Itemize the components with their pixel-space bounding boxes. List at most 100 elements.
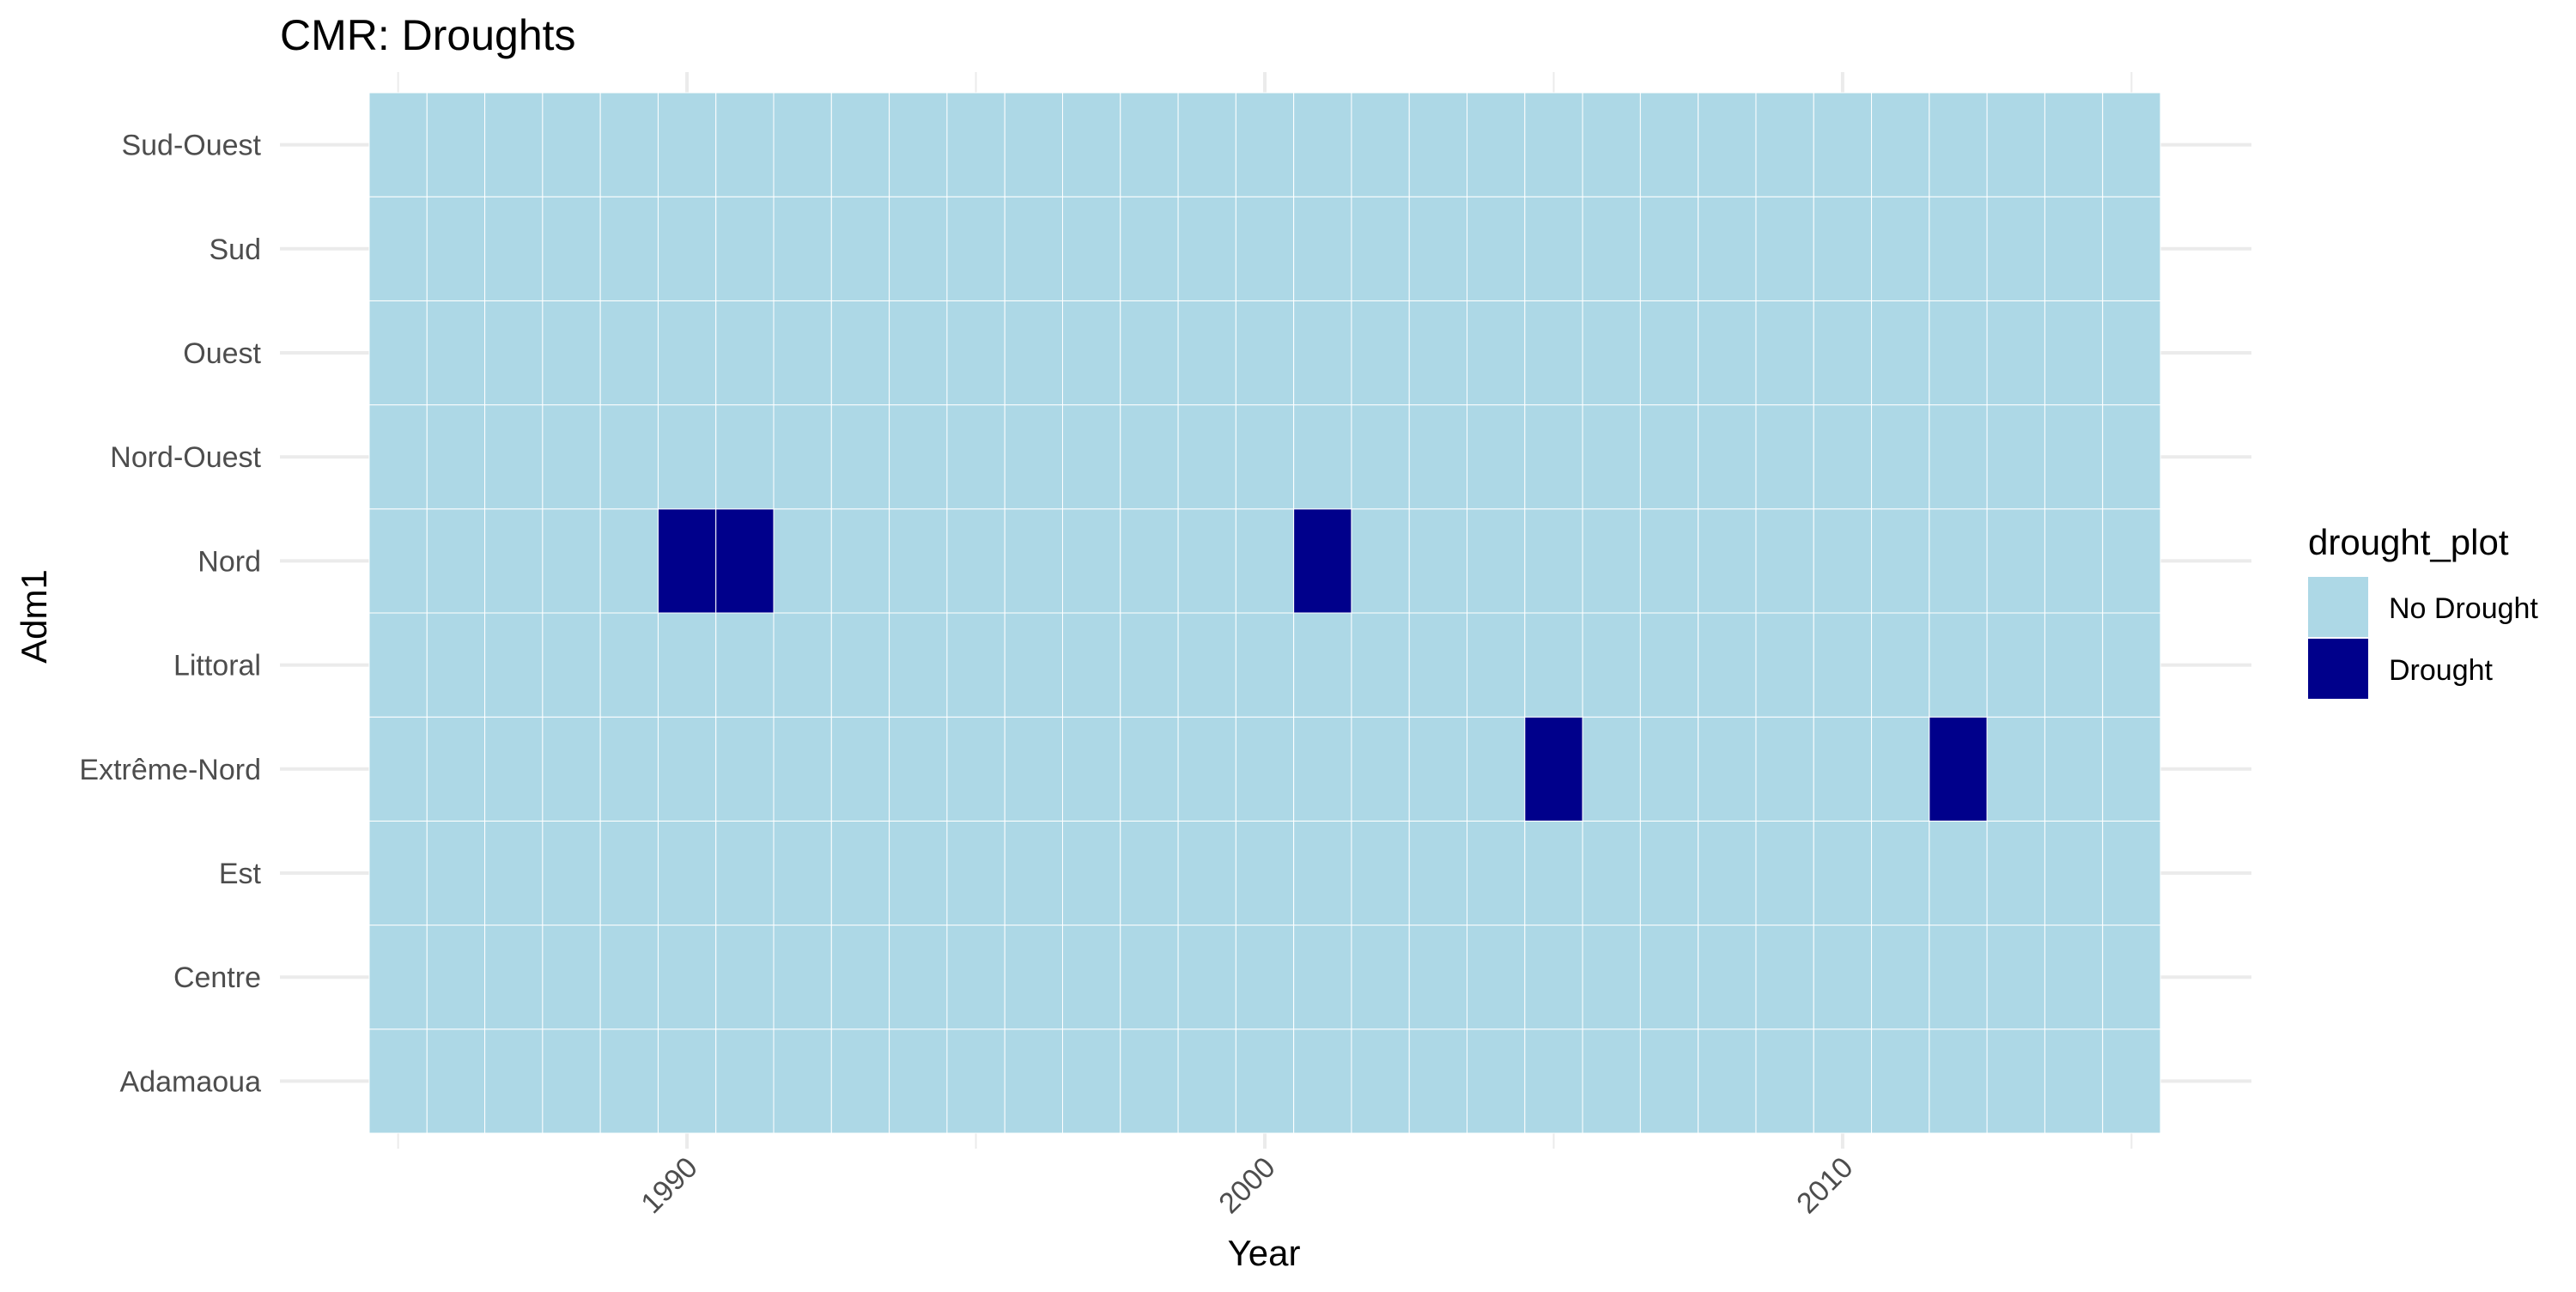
no-drought-cell <box>599 508 659 614</box>
legend-key-no-drought <box>2308 577 2368 637</box>
no-drought-cell <box>1582 404 1641 510</box>
no-drought-cell <box>1177 300 1236 406</box>
no-drought-cell <box>2044 404 2104 510</box>
no-drought-cell <box>889 1028 948 1134</box>
no-drought-cell <box>946 820 1005 926</box>
no-drought-cell <box>1408 92 1468 197</box>
no-drought-cell <box>1871 820 1930 926</box>
no-drought-cell <box>1351 404 1410 510</box>
no-drought-cell <box>1813 925 1873 1030</box>
no-drought-cell <box>1467 716 1526 822</box>
no-drought-cell <box>1177 612 1236 718</box>
no-drought-cell <box>1351 1028 1410 1134</box>
no-drought-cell <box>1871 196 1930 301</box>
no-drought-cell <box>2102 404 2161 510</box>
no-drought-cell <box>1698 716 1757 822</box>
legend: drought_plot No Drought Drought <box>2308 522 2538 699</box>
no-drought-cell <box>1004 196 1063 301</box>
no-drought-cell <box>830 612 890 718</box>
no-drought-cell <box>2044 612 2104 718</box>
no-drought-cell <box>484 404 544 510</box>
no-drought-cell <box>1120 716 1179 822</box>
no-drought-cell <box>1177 508 1236 614</box>
no-drought-cell <box>1871 925 1930 1030</box>
no-drought-cell <box>946 300 1005 406</box>
no-drought-cell <box>484 508 544 614</box>
no-drought-cell <box>1061 1028 1121 1134</box>
no-drought-cell <box>426 92 486 197</box>
no-drought-cell <box>542 1028 601 1134</box>
no-drought-cell <box>368 925 428 1030</box>
no-drought-cell <box>1582 196 1641 301</box>
no-drought-cell <box>426 300 486 406</box>
no-drought-cell <box>1639 925 1699 1030</box>
no-drought-cell <box>2102 196 2161 301</box>
no-drought-cell <box>1755 820 1814 926</box>
no-drought-cell <box>368 196 428 301</box>
no-drought-cell <box>657 716 717 822</box>
no-drought-cell <box>2044 820 2104 926</box>
no-drought-cell <box>657 925 717 1030</box>
no-drought-cell <box>368 92 428 197</box>
no-drought-cell <box>2044 925 2104 1030</box>
no-drought-cell <box>1698 508 1757 614</box>
no-drought-cell <box>889 196 948 301</box>
no-drought-cell <box>1120 508 1179 614</box>
drought-cell <box>715 508 775 614</box>
no-drought-cell <box>715 404 775 510</box>
no-drought-cell <box>657 612 717 718</box>
no-drought-cell <box>542 300 601 406</box>
no-drought-cell <box>1293 300 1352 406</box>
no-drought-cell <box>1871 1028 1930 1134</box>
no-drought-cell <box>773 196 832 301</box>
no-drought-cell <box>1467 300 1526 406</box>
no-drought-cell <box>1120 1028 1179 1134</box>
no-drought-cell <box>542 196 601 301</box>
no-drought-cell <box>484 1028 544 1134</box>
no-drought-cell <box>1639 196 1699 301</box>
no-drought-cell <box>1467 92 1526 197</box>
no-drought-cell <box>1639 716 1699 822</box>
no-drought-cell <box>1929 404 1988 510</box>
no-drought-cell <box>715 716 775 822</box>
chart-title: CMR: Droughts <box>280 11 576 59</box>
no-drought-cell <box>1177 716 1236 822</box>
no-drought-cell <box>1698 196 1757 301</box>
no-drought-cell <box>773 612 832 718</box>
no-drought-cell <box>889 925 948 1030</box>
no-drought-cell <box>657 820 717 926</box>
no-drought-cell <box>1755 92 1814 197</box>
no-drought-cell <box>1177 1028 1236 1134</box>
no-drought-cell <box>889 820 948 926</box>
no-drought-cell <box>773 300 832 406</box>
no-drought-cell <box>1120 820 1179 926</box>
no-drought-cell <box>1755 716 1814 822</box>
no-drought-cell <box>1524 508 1583 614</box>
no-drought-cell <box>1524 196 1583 301</box>
no-drought-cell <box>1698 1028 1757 1134</box>
no-drought-cell <box>830 404 890 510</box>
no-drought-cell <box>1582 1028 1641 1134</box>
no-drought-cell <box>1467 925 1526 1030</box>
no-drought-cell <box>542 92 601 197</box>
no-drought-cell <box>1698 300 1757 406</box>
no-drought-cell <box>1813 612 1873 718</box>
no-drought-cell <box>830 300 890 406</box>
no-drought-cell <box>1813 92 1873 197</box>
drought-cell <box>1293 508 1352 614</box>
y-axis-title: Adm1 <box>14 569 54 664</box>
no-drought-cell <box>484 925 544 1030</box>
no-drought-cell <box>1524 820 1583 926</box>
no-drought-cell <box>1524 300 1583 406</box>
y-tick-label-ouest: Ouest <box>183 337 261 370</box>
no-drought-cell <box>1986 508 2045 614</box>
no-drought-cell <box>1235 508 1295 614</box>
no-drought-cell <box>1929 92 1988 197</box>
no-drought-cell <box>599 820 659 926</box>
no-drought-cell <box>1929 508 1988 614</box>
no-drought-cell <box>1986 92 2045 197</box>
no-drought-cell <box>1351 196 1410 301</box>
no-drought-cell <box>1929 196 1988 301</box>
x-axis-title: Year <box>1228 1233 1301 1273</box>
